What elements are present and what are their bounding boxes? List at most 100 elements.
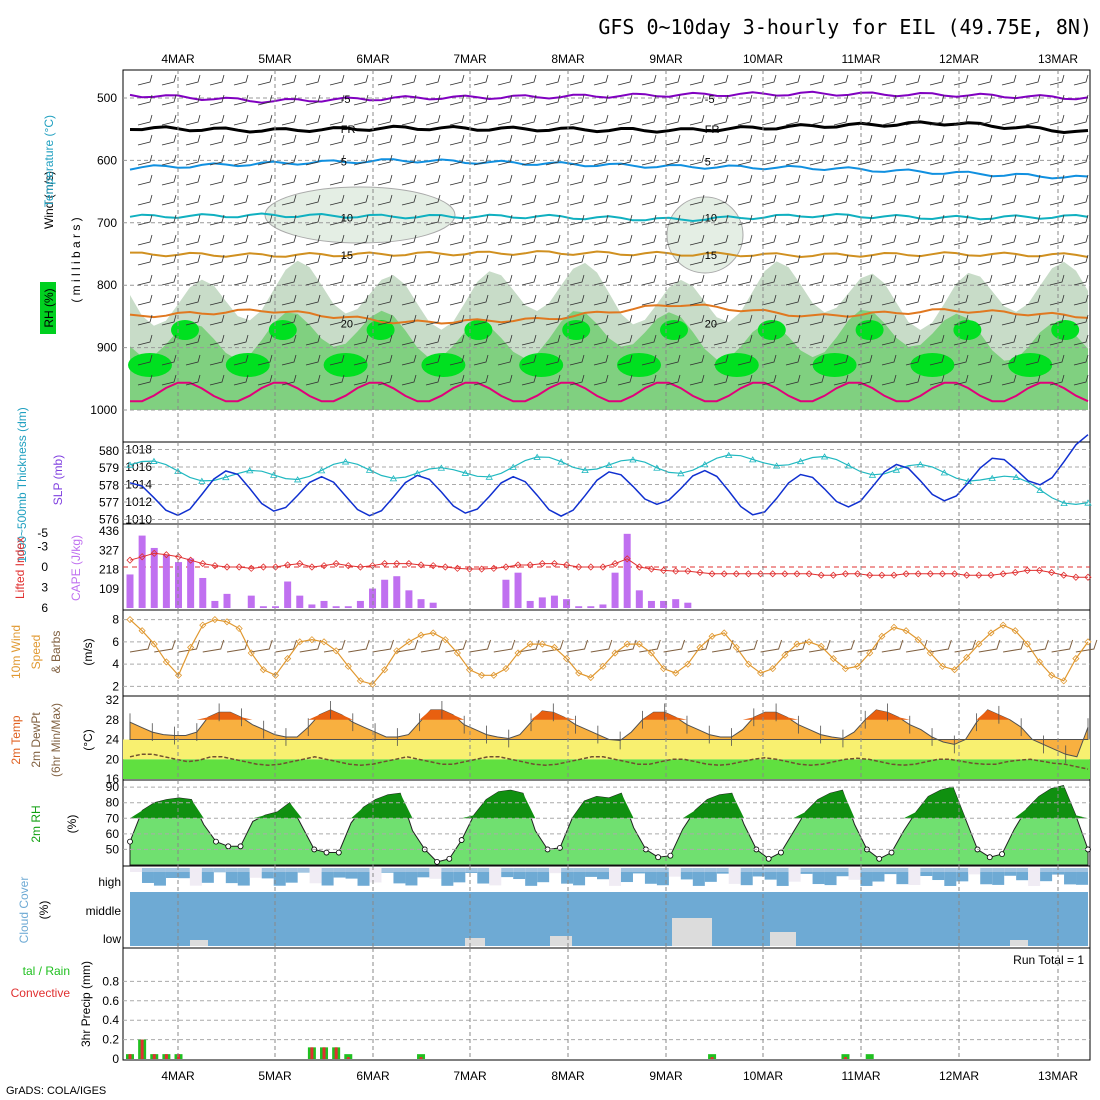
precip-panel: 0 0.2 0.4 0.6 0.8 tal / Rain Convective 3hr … <box>11 947 1091 1066</box>
cloud-low-bar <box>1010 940 1028 946</box>
wind-barb <box>185 314 201 326</box>
wind-barb <box>977 214 993 226</box>
isotherm-surface-line <box>129 381 1089 403</box>
wind-barb <box>497 374 513 386</box>
precip-conv-bar <box>334 1047 338 1059</box>
cloud-high-bar <box>297 868 310 873</box>
wind-barb <box>689 234 705 246</box>
wind10-barb <box>590 639 613 653</box>
wind-barb <box>353 354 369 366</box>
wind-barb <box>665 174 681 186</box>
wind-barb <box>281 194 297 206</box>
wind-barb <box>977 294 993 306</box>
wind-barb <box>329 134 345 146</box>
wind-barb <box>305 94 321 106</box>
cloud-low-label: low <box>103 932 121 946</box>
wind-barb <box>425 214 441 226</box>
precip-label-c: 3hr Precip (mm) <box>79 961 93 1047</box>
cape-bar <box>138 535 146 608</box>
wind-barb <box>929 314 945 326</box>
cape-bar <box>672 599 680 608</box>
wind-barb <box>377 114 393 126</box>
precip-label-b: Convective <box>11 986 71 1000</box>
wind-barb <box>185 354 201 366</box>
cape-bar <box>587 606 595 608</box>
wind-barb <box>1073 94 1089 106</box>
bottom-date-axis: 4MAR 5MAR 6MAR 7MAR 8MAR 9MAR 10MAR 11MAR 12MAR 1… <box>161 1069 1078 1083</box>
cape-bar <box>635 590 643 608</box>
wind-barb <box>521 194 537 206</box>
wind-barb <box>473 334 489 346</box>
li-point <box>611 560 619 568</box>
wind-barb <box>521 294 537 306</box>
wind-barb <box>881 194 897 206</box>
chart-title: GFS 0~10day 3-hourly for EIL (49.75E, 8N… <box>598 15 1092 39</box>
wind-barb <box>425 114 441 126</box>
wind-barb <box>1073 254 1089 266</box>
precip-conv-bar <box>164 1054 168 1059</box>
rh-point <box>888 849 895 856</box>
cloud-high-bar <box>620 868 633 883</box>
wind-barb <box>473 354 489 366</box>
wind-barb <box>881 254 897 266</box>
wind-barb <box>329 354 345 366</box>
top-date-label: 7MAR <box>453 52 487 66</box>
wind-barb <box>665 134 681 146</box>
wind-barb <box>161 174 177 186</box>
wind-barb <box>401 114 417 126</box>
wind-barb <box>185 234 201 246</box>
wind-barb <box>641 134 657 146</box>
wind-barb <box>1049 254 1065 266</box>
wind-barb <box>137 134 153 146</box>
wind-barb <box>737 294 753 306</box>
cloud-high-bar <box>585 868 598 877</box>
wind10-barb <box>1051 639 1074 653</box>
cape-tick: 436 <box>99 524 119 538</box>
wind-barb <box>641 214 657 226</box>
wind-barb <box>497 334 513 346</box>
cloud-high-bar <box>980 868 993 885</box>
wind-barb <box>1001 374 1017 386</box>
pressure-tick-label: 1000 <box>90 403 117 417</box>
wind-barb <box>1049 214 1065 226</box>
wind-barb <box>545 74 561 86</box>
precip-conv-bar <box>710 1057 714 1059</box>
wind-barb <box>545 234 561 246</box>
rh-high-blob <box>1008 353 1053 377</box>
rh-high-blob <box>1051 320 1080 340</box>
wind-barb <box>137 194 153 206</box>
cloud-high-bar <box>1040 868 1053 882</box>
wind-barb <box>929 294 945 306</box>
wind-barb <box>497 234 513 246</box>
wind-barb <box>449 154 465 166</box>
wind-barb <box>137 274 153 286</box>
wind-barb <box>233 314 249 326</box>
precip-conv-bar <box>322 1047 326 1059</box>
rh-point <box>127 838 133 845</box>
wind-barb <box>569 154 585 166</box>
wind-barb <box>929 94 945 106</box>
wind-barb <box>401 374 417 386</box>
wind-barb <box>977 194 993 206</box>
wind-barb <box>905 354 921 366</box>
precip-conv-bar <box>152 1054 156 1059</box>
wind-barb <box>569 274 585 286</box>
cloud-high-bar <box>1052 868 1065 875</box>
temp-band-green <box>123 759 1090 779</box>
wind-barb <box>641 94 657 106</box>
wind-barb <box>305 74 321 86</box>
wind-barb <box>593 374 609 386</box>
rh-high-blob <box>910 353 955 377</box>
li-point <box>320 562 328 570</box>
wind-barb <box>1025 214 1041 226</box>
wind-barb <box>521 234 537 246</box>
rh-point <box>999 851 1005 857</box>
wind-barb <box>449 114 465 126</box>
wind-barb <box>617 214 633 226</box>
wind-barb <box>185 334 201 346</box>
cloud-unit: (%) <box>37 901 51 920</box>
cape-tick: 327 <box>99 543 119 557</box>
isotherm-label: 20 <box>341 319 353 331</box>
wind10-barb <box>372 639 395 653</box>
rh-point <box>323 849 330 856</box>
